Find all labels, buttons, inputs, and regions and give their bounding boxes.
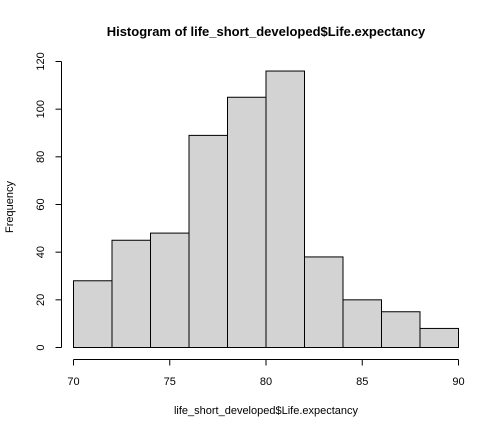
bars-group xyxy=(73,70,459,349)
bar-80-82 xyxy=(265,70,305,349)
chart-title: Histogram of life_short_developed$Life.e… xyxy=(107,24,426,39)
bar-82-84 xyxy=(304,256,344,348)
y-axis-label: Frequency xyxy=(4,181,16,233)
x-axis-label: life_short_developed$Life.expectancy xyxy=(174,405,359,417)
bar-70-72 xyxy=(73,280,113,348)
bar-78-80 xyxy=(227,96,267,348)
y-tick-label-120: 120 xyxy=(35,52,47,70)
y-tick-label-40: 40 xyxy=(35,246,47,258)
x-tick-label-80: 80 xyxy=(260,376,272,388)
y-tick-label-80: 80 xyxy=(35,151,47,163)
x-tick-label-75: 75 xyxy=(164,376,176,388)
bar-88-90 xyxy=(419,327,459,348)
bar-76-78 xyxy=(188,134,228,348)
bar-74-76 xyxy=(150,232,190,349)
x-axis: 70 75 80 85 90 xyxy=(67,359,465,388)
x-tick-label-85: 85 xyxy=(356,376,368,388)
y-axis: 0 20 40 60 80 100 120 xyxy=(35,52,62,351)
x-tick-label-70: 70 xyxy=(67,376,79,388)
x-tick-label-90: 90 xyxy=(452,376,464,388)
y-tick-label-0: 0 xyxy=(35,344,47,350)
bar-72-74 xyxy=(111,239,151,348)
bar-86-88 xyxy=(381,311,421,348)
y-tick-label-100: 100 xyxy=(35,100,47,118)
bar-84-86 xyxy=(342,299,382,349)
y-tick-label-20: 20 xyxy=(35,294,47,306)
y-tick-label-60: 60 xyxy=(35,198,47,210)
